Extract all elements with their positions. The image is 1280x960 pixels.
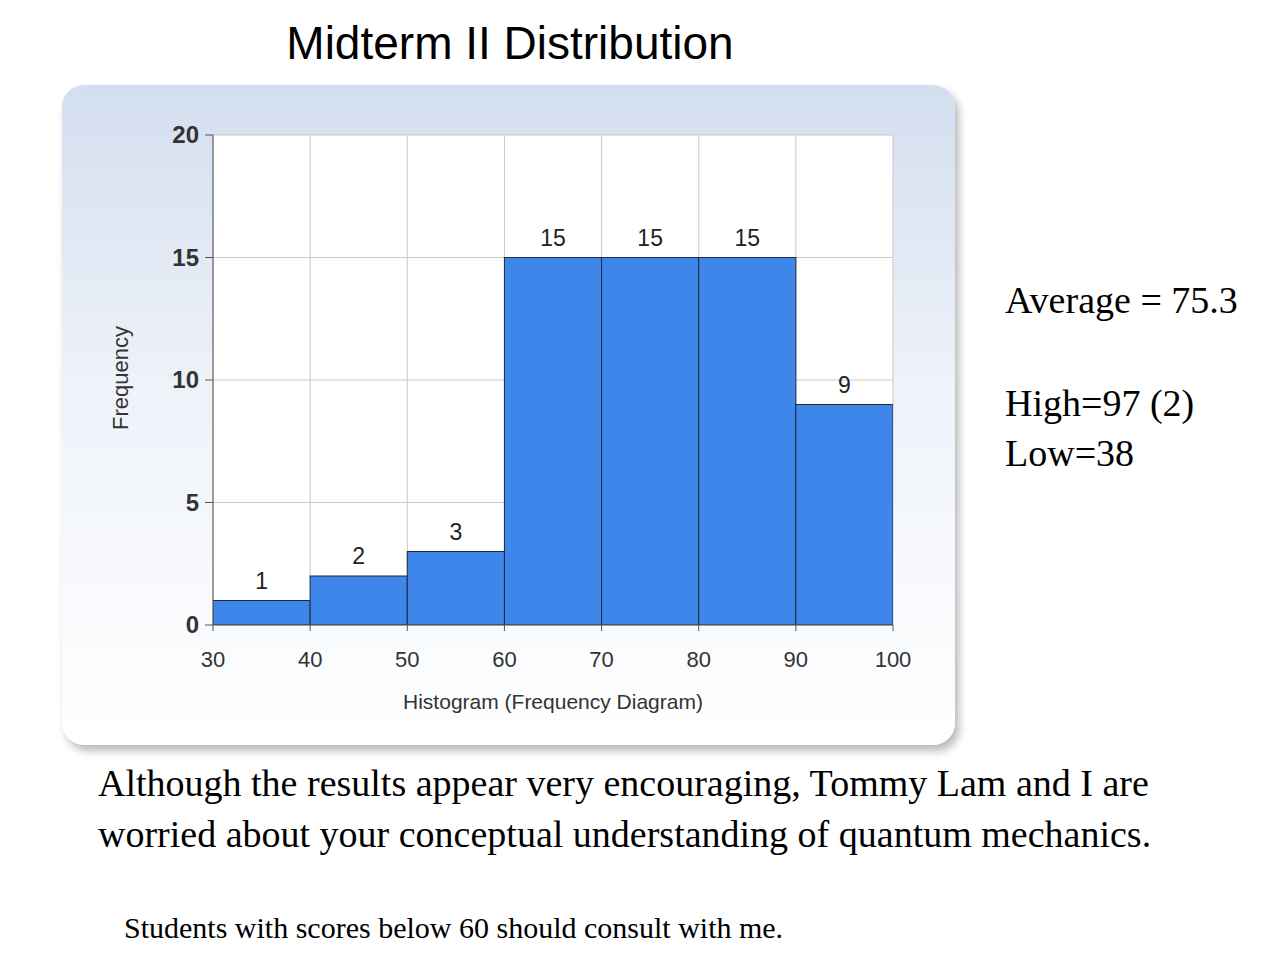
- annotation: High=97 (2): [1005, 383, 1194, 425]
- annotation: Students with scores below 60 should con…: [124, 911, 783, 944]
- x-tick-label: 90: [784, 647, 808, 672]
- bar: [602, 258, 699, 626]
- x-tick-label: 80: [686, 647, 710, 672]
- x-tick: [407, 625, 408, 631]
- y-tick-label: 15: [172, 244, 199, 271]
- y-tick-label: 10: [172, 366, 199, 393]
- bar: [796, 405, 893, 626]
- x-tick: [213, 625, 214, 631]
- x-tick: [504, 625, 505, 631]
- y-tick-label: 20: [172, 121, 199, 148]
- x-tick: [310, 625, 311, 631]
- data-label: 15: [637, 225, 663, 251]
- y-tick: [205, 625, 213, 626]
- x-tick-label: 70: [589, 647, 613, 672]
- y-tick: [205, 257, 213, 258]
- x-tick-label: 40: [298, 647, 322, 672]
- y-grid-line: [213, 135, 893, 136]
- y-tick: [205, 380, 213, 381]
- x-tick-label: 30: [201, 647, 225, 672]
- data-label: 2: [352, 543, 365, 569]
- x-tick: [893, 625, 894, 631]
- bar: [504, 258, 601, 626]
- annotation: Although the results appear very encoura…: [98, 758, 1248, 860]
- plot-area: [213, 135, 893, 625]
- bar: [213, 601, 310, 626]
- y-tick-label: 5: [186, 489, 199, 516]
- x-tick-label: 50: [395, 647, 419, 672]
- x-tick-label: 100: [875, 647, 912, 672]
- bar: [699, 258, 796, 626]
- x-tick: [601, 625, 602, 631]
- title: Midterm II Distribution: [0, 16, 1020, 70]
- data-label: 1: [255, 568, 268, 594]
- annotation: Average = 75.3: [1005, 280, 1238, 322]
- x-tick-label: 60: [492, 647, 516, 672]
- data-label: 15: [734, 225, 760, 251]
- x-tick: [795, 625, 796, 631]
- data-label: 9: [838, 372, 851, 398]
- x-grid-line: [310, 135, 311, 625]
- x-axis: [213, 625, 893, 626]
- data-label: 15: [540, 225, 566, 251]
- y-tick: [205, 135, 213, 136]
- x-tick: [698, 625, 699, 631]
- bars: [213, 258, 893, 626]
- x-axis-label: Histogram (Frequency Diagram): [403, 690, 703, 713]
- y-grid-line: [213, 625, 893, 626]
- y-tick: [205, 502, 213, 503]
- y-tick-label: 0: [186, 611, 199, 638]
- y-axis-label: Frequency: [108, 326, 133, 430]
- data-label: 3: [449, 519, 462, 545]
- bar: [310, 576, 407, 625]
- bar: [407, 552, 504, 626]
- annotation: Low=38: [1005, 433, 1134, 475]
